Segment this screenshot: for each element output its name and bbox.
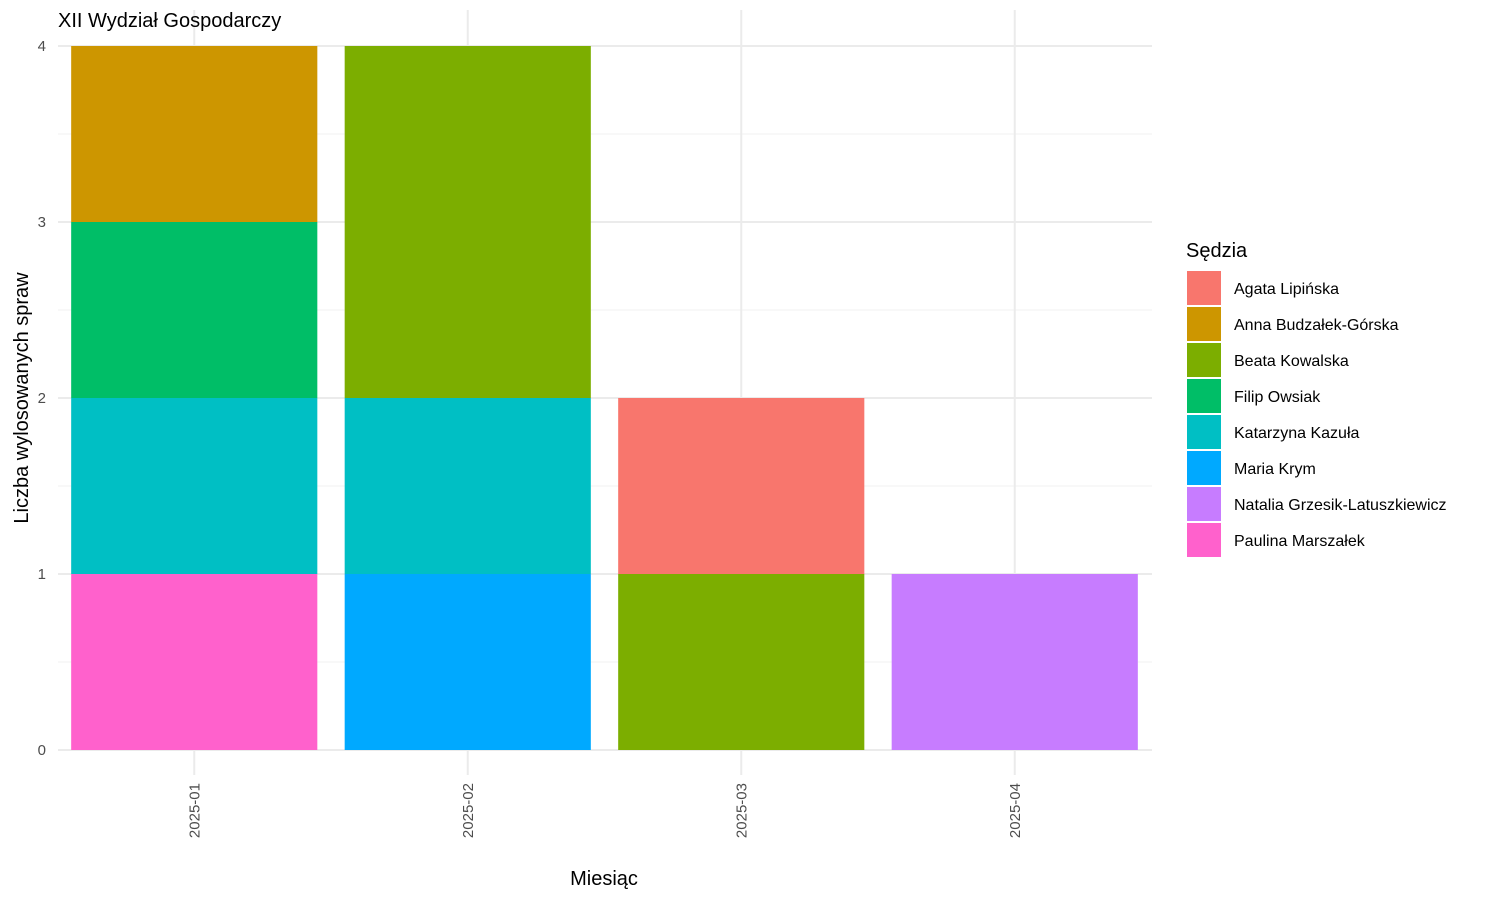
bar-segment (71, 574, 318, 750)
bar-segment (618, 398, 865, 574)
bar-segment (71, 398, 318, 574)
x-axis-title: Miesiąc (570, 868, 638, 890)
x-tick-label: 2025-01 (186, 783, 203, 838)
legend-label: Katarzyna Kazuła (1234, 425, 1360, 442)
bars (71, 46, 1138, 750)
y-axis-title: Liczba wylosowanych spraw (11, 272, 33, 524)
bar-segment (344, 46, 591, 398)
legend-key (1187, 487, 1221, 521)
y-tick-label: 0 (38, 742, 46, 759)
legend-key (1187, 343, 1221, 377)
legend-title: Sędzia (1186, 240, 1248, 262)
legend-label: Natalia Grzesik-Latuszkiewicz (1234, 497, 1447, 514)
y-tick-label: 3 (38, 214, 46, 231)
legend-label: Maria Krym (1234, 461, 1316, 478)
legend-key (1187, 523, 1221, 557)
bar-segment (344, 398, 591, 574)
x-tick-label: 2025-02 (460, 783, 477, 838)
bar-segment (618, 574, 865, 750)
chart-title: XII Wydział Gospodarczy (58, 10, 281, 32)
x-tick-label: 2025-03 (733, 783, 750, 838)
legend-key (1187, 451, 1221, 485)
legend-key (1187, 271, 1221, 305)
y-tick-labels: 0 1 2 3 4 (38, 38, 46, 759)
bar-segment (344, 574, 591, 750)
bar-segment (891, 574, 1138, 750)
legend-key (1187, 307, 1221, 341)
y-tick-label: 2 (38, 390, 46, 407)
legend-label: Agata Lipińska (1234, 281, 1339, 298)
x-tick-labels: 2025-01 2025-02 2025-03 2025-04 (186, 783, 1024, 838)
legend-key (1187, 415, 1221, 449)
legend-label: Beata Kowalska (1234, 353, 1349, 370)
legend-label: Filip Owsiak (1234, 389, 1321, 406)
legend: Sędzia Agata Lipińska Anna Budzałek-Górsk… (1186, 240, 1447, 557)
y-tick-label: 4 (38, 38, 46, 55)
bar-segment (71, 222, 318, 398)
legend-label: Anna Budzałek-Górska (1234, 317, 1399, 334)
bar-segment (71, 46, 318, 222)
x-tick-label: 2025-04 (1007, 783, 1024, 838)
legend-label: Paulina Marszałek (1234, 533, 1366, 550)
y-tick-label: 1 (38, 566, 46, 583)
legend-key (1187, 379, 1221, 413)
